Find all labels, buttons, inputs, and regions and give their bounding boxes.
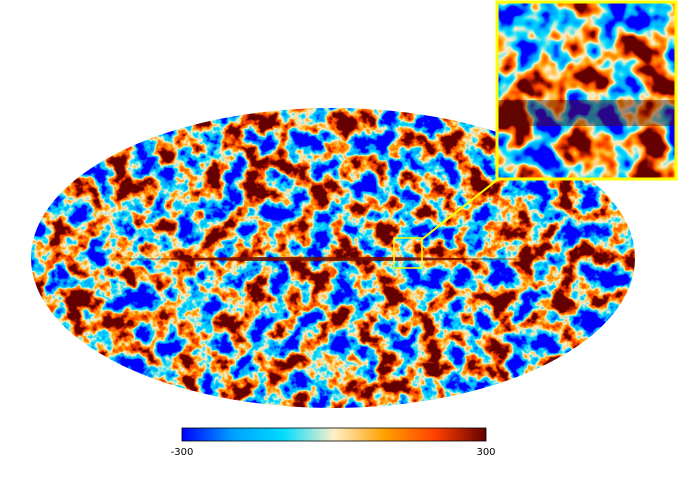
colorbar-tick-label: 300 [476, 447, 495, 458]
galactic-plane-faint [100, 258, 560, 260]
zoom-inset [497, 2, 677, 180]
colorbar [181, 427, 487, 442]
zoom-region [393, 237, 423, 269]
inset-galactic-plane [497, 100, 677, 126]
inset-texture [497, 2, 677, 180]
inset-border [495, 0, 678, 181]
zoom-connector [420, 179, 498, 241]
colorbar-tick-label: -300 [171, 447, 194, 458]
